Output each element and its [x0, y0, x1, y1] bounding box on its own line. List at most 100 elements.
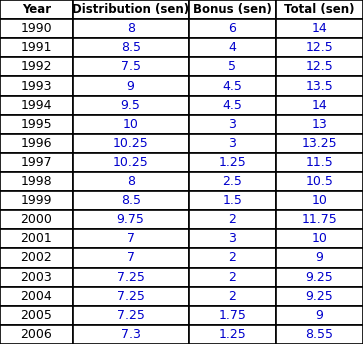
Bar: [0, 325, 73, 344]
Bar: [276, 306, 363, 325]
Bar: [276, 57, 363, 76]
Text: 1993: 1993: [21, 79, 52, 93]
Bar: [276, 248, 363, 268]
Text: 2001: 2001: [20, 233, 52, 245]
Text: 13: 13: [311, 118, 327, 131]
Bar: [0, 0, 73, 19]
Bar: [189, 96, 276, 115]
Bar: [276, 229, 363, 248]
Bar: [189, 248, 276, 268]
Text: 8.55: 8.55: [305, 328, 334, 341]
Bar: [0, 96, 73, 115]
Text: 13.5: 13.5: [306, 79, 333, 93]
Bar: [0, 57, 73, 76]
Bar: [73, 57, 189, 76]
Text: 9.75: 9.75: [117, 213, 144, 226]
Bar: [73, 115, 189, 134]
Bar: [0, 38, 73, 57]
Text: 1994: 1994: [21, 99, 52, 111]
Text: 9.25: 9.25: [306, 290, 333, 303]
Bar: [73, 325, 189, 344]
Text: 1.25: 1.25: [219, 156, 246, 169]
Bar: [189, 134, 276, 153]
Bar: [0, 268, 73, 287]
Bar: [73, 134, 189, 153]
Bar: [73, 0, 189, 19]
Bar: [276, 0, 363, 19]
Bar: [73, 172, 189, 191]
Text: Total (sen): Total (sen): [284, 3, 355, 16]
Text: 10: 10: [311, 194, 327, 207]
Text: 1991: 1991: [21, 41, 52, 54]
Bar: [73, 229, 189, 248]
Bar: [0, 134, 73, 153]
Bar: [189, 153, 276, 172]
Text: 1995: 1995: [20, 118, 52, 131]
Bar: [276, 115, 363, 134]
Text: 10: 10: [311, 233, 327, 245]
Text: 2: 2: [228, 251, 236, 265]
Text: 6: 6: [228, 22, 236, 35]
Bar: [0, 153, 73, 172]
Text: 9.25: 9.25: [306, 271, 333, 283]
Bar: [73, 153, 189, 172]
Text: 2004: 2004: [20, 290, 52, 303]
Text: 1.25: 1.25: [219, 328, 246, 341]
Text: 2: 2: [228, 290, 236, 303]
Text: Year: Year: [22, 3, 51, 16]
Text: 10.25: 10.25: [113, 156, 148, 169]
Bar: [73, 38, 189, 57]
Bar: [73, 268, 189, 287]
Bar: [0, 287, 73, 306]
Bar: [73, 306, 189, 325]
Text: 2003: 2003: [20, 271, 52, 283]
Bar: [0, 115, 73, 134]
Text: 11.5: 11.5: [306, 156, 333, 169]
Bar: [73, 76, 189, 96]
Text: 5: 5: [228, 61, 236, 73]
Bar: [73, 248, 189, 268]
Text: Bonus (sen): Bonus (sen): [193, 3, 272, 16]
Bar: [276, 268, 363, 287]
Text: 14: 14: [311, 99, 327, 111]
Bar: [189, 38, 276, 57]
Text: 7.5: 7.5: [121, 61, 141, 73]
Bar: [189, 0, 276, 19]
Text: 4.5: 4.5: [223, 99, 242, 111]
Bar: [276, 153, 363, 172]
Text: 8: 8: [127, 22, 135, 35]
Bar: [189, 191, 276, 210]
Bar: [73, 191, 189, 210]
Text: 9: 9: [315, 309, 323, 322]
Bar: [0, 172, 73, 191]
Text: 1990: 1990: [20, 22, 52, 35]
Text: 2006: 2006: [20, 328, 52, 341]
Text: 2: 2: [228, 271, 236, 283]
Bar: [73, 19, 189, 38]
Bar: [0, 19, 73, 38]
Bar: [73, 96, 189, 115]
Text: 10.5: 10.5: [306, 175, 333, 188]
Text: Distribution (sen): Distribution (sen): [72, 3, 189, 16]
Text: 14: 14: [311, 22, 327, 35]
Text: 2002: 2002: [20, 251, 52, 265]
Text: 7.25: 7.25: [117, 309, 144, 322]
Text: 1996: 1996: [21, 137, 52, 150]
Text: 7.3: 7.3: [121, 328, 140, 341]
Text: 2.5: 2.5: [223, 175, 242, 188]
Text: 2000: 2000: [20, 213, 52, 226]
Bar: [189, 210, 276, 229]
Bar: [189, 19, 276, 38]
Bar: [189, 115, 276, 134]
Bar: [0, 76, 73, 96]
Text: 12.5: 12.5: [306, 61, 333, 73]
Bar: [276, 210, 363, 229]
Text: 10: 10: [123, 118, 139, 131]
Bar: [189, 268, 276, 287]
Text: 1.75: 1.75: [219, 309, 246, 322]
Text: 8.5: 8.5: [121, 41, 141, 54]
Text: 3: 3: [228, 233, 236, 245]
Bar: [276, 38, 363, 57]
Bar: [189, 76, 276, 96]
Text: 9.5: 9.5: [121, 99, 140, 111]
